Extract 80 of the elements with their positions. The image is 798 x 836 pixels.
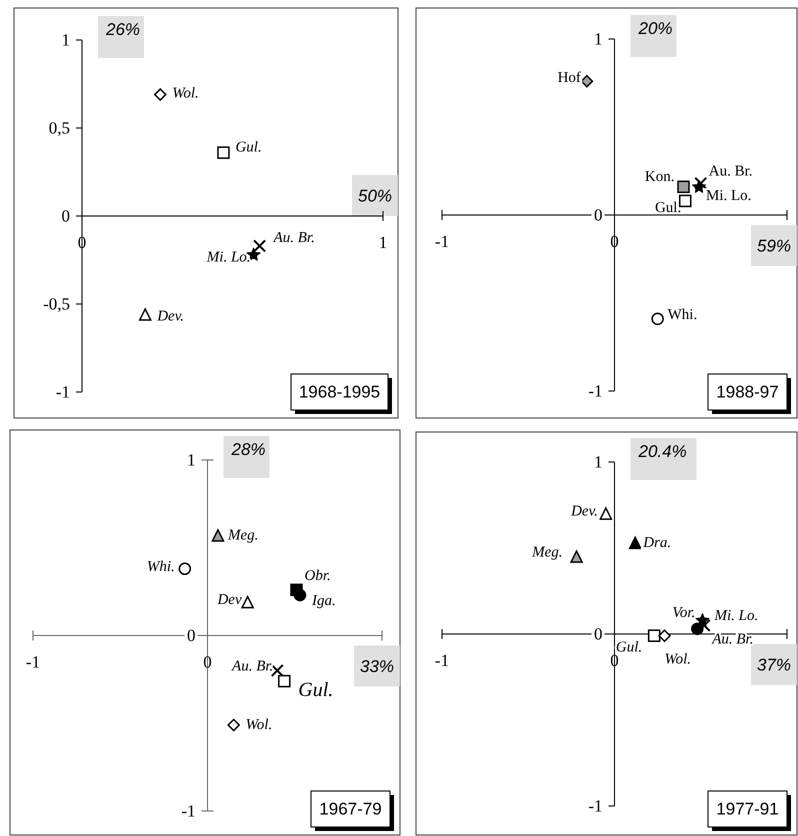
y-tick-label: 1 [594, 452, 602, 472]
y-tick-label: 0 [187, 626, 196, 645]
x-axis-title: 37% [756, 656, 792, 674]
point [658, 629, 671, 642]
x-tick-label: -1 [434, 651, 450, 670]
point [278, 674, 291, 688]
point [138, 308, 152, 321]
series-label: Dra. [642, 534, 672, 551]
point [648, 629, 660, 642]
series-label: Mi. Lo. [713, 608, 758, 624]
text: 1967-79 [319, 800, 382, 818]
point [580, 74, 594, 88]
series-label: Kon. [644, 168, 674, 185]
point [678, 194, 692, 208]
series-label: Whi. [668, 306, 698, 323]
text: 1977-91 [716, 800, 779, 818]
point [677, 180, 690, 194]
point [241, 596, 254, 608]
y-tick-label: 0,5 [48, 118, 70, 138]
point [212, 529, 224, 542]
series-label: Meg. [531, 544, 563, 561]
point [270, 664, 284, 678]
y-axis-title: 20% [638, 19, 673, 38]
x-tick-label: -1 [434, 232, 450, 251]
x-tick-label: -1 [26, 652, 40, 672]
y-tick-label: 0 [594, 206, 602, 224]
point [154, 88, 167, 101]
x-axis-title: 50% [358, 186, 392, 206]
y-tick-label: -1 [588, 382, 602, 400]
series-label: Iga. [310, 593, 336, 610]
series-label: Hof [558, 70, 581, 86]
y-tick-label: -1 [56, 382, 70, 402]
series-label: Vor. [672, 604, 696, 621]
series-label: Mi. Lo. [706, 188, 752, 204]
series-label: Mi. Lo. [206, 250, 251, 266]
y-tick-label: -0,5 [43, 294, 70, 314]
y-tick-label: 1 [594, 30, 602, 48]
text: 1988-97 [716, 382, 779, 402]
series-label: Wol. [172, 86, 199, 102]
series-label: Dev. [156, 308, 184, 325]
series-label: Au. Br. [711, 631, 754, 648]
y-axis-title: 28% [230, 440, 266, 459]
series-label: Dev [216, 592, 242, 608]
y-tick-label: 0 [594, 624, 602, 644]
y-axis-title: 26% [105, 20, 140, 39]
y-tick-label: 1 [187, 450, 196, 470]
x-tick-label: 1 [378, 233, 388, 252]
point [651, 312, 664, 326]
point [570, 550, 583, 563]
series-label: Whi. [146, 558, 175, 575]
y-axis-title: 20.4% [638, 442, 687, 461]
series-label: Gul. [298, 679, 334, 702]
series-label: Au. Br. [708, 163, 753, 180]
point [217, 146, 230, 159]
series-label: Gul. [616, 640, 642, 656]
y-tick-label: -1 [588, 796, 602, 816]
series-label: Au. Br. [272, 230, 315, 246]
x-axis-title: 59% [756, 236, 792, 256]
point [698, 618, 711, 632]
series-label: Gul. [654, 200, 682, 216]
x-axis-title: 33% [360, 657, 394, 676]
point [253, 239, 266, 252]
point [600, 507, 612, 520]
series-label: Gul. [235, 140, 262, 156]
point [227, 718, 240, 732]
point [694, 176, 708, 190]
text: 1968-1995 [298, 382, 380, 402]
point [178, 562, 192, 576]
series-label: Au. Br. [231, 658, 274, 675]
point [628, 536, 642, 550]
series-label: Wol. [664, 652, 692, 668]
y-tick-label: 0 [62, 206, 70, 226]
series-label: Wol. [246, 717, 272, 734]
series-label: Obr. [304, 568, 331, 584]
y-tick-label: -1 [181, 802, 196, 820]
series-label: Meg. [226, 527, 258, 544]
point [294, 588, 306, 602]
point [692, 180, 706, 193]
y-tick-label: 1 [62, 30, 70, 50]
series-label: Dev. [570, 504, 598, 520]
